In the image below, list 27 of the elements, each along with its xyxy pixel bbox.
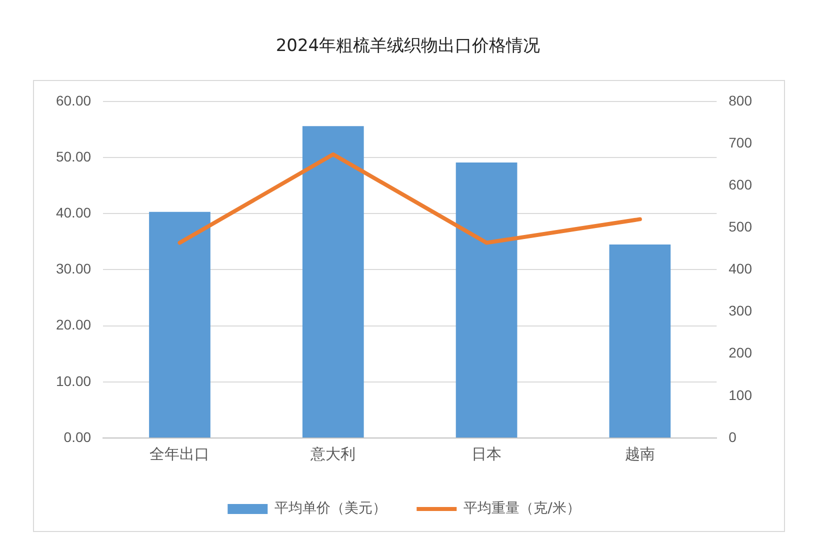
- y2-tick-label: 400: [728, 260, 752, 277]
- chart-title: 2024年粗梳羊绒织物出口价格情况: [274, 35, 542, 57]
- y2-tick-label: 700: [728, 134, 752, 150]
- y-tick-label: 40.00: [56, 204, 92, 220]
- bar: [302, 126, 364, 438]
- y2-tick-label: 300: [728, 302, 752, 319]
- legend-label: 平均单价（美元）: [274, 500, 387, 517]
- y-tick-label: 30.00: [56, 260, 92, 277]
- y2-tick-label: 200: [728, 344, 752, 361]
- legend-label: 平均重量（克/米）: [464, 500, 580, 517]
- x-tick-label: 日本: [472, 446, 502, 464]
- bar: [456, 162, 518, 438]
- x-tick-label: 全年出口: [150, 446, 210, 464]
- bar: [609, 244, 671, 438]
- x-tick-label: 越南: [624, 446, 655, 464]
- bar: [149, 212, 210, 438]
- y2-tick-label: 0: [728, 428, 737, 445]
- y-tick-label: 20.00: [56, 316, 92, 333]
- y2-tick-label: 800: [728, 92, 752, 108]
- y-tick-label: 0.00: [64, 428, 92, 445]
- y2-tick-label: 500: [728, 218, 752, 234]
- y-tick-label: 50.00: [56, 148, 92, 164]
- x-tick-label: 意大利: [310, 446, 356, 464]
- y-tick-label: 10.00: [56, 372, 92, 389]
- y2-tick-label: 600: [728, 176, 752, 192]
- y-tick-label: 60.00: [56, 92, 92, 108]
- y2-tick-label: 100: [728, 386, 752, 403]
